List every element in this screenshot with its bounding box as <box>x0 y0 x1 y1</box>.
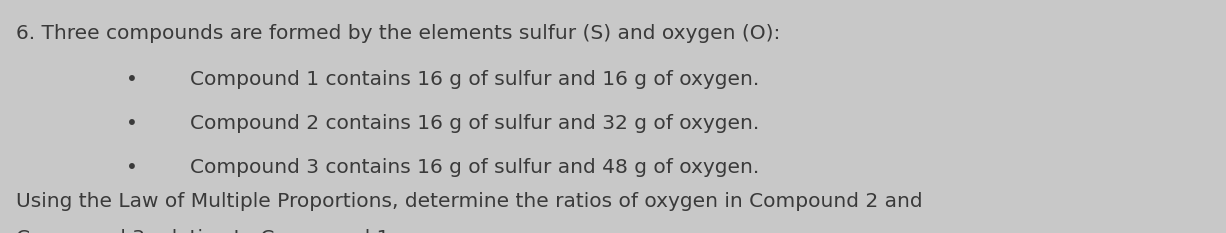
Text: Compound 2 contains 16 g of sulfur and 32 g of oxygen.: Compound 2 contains 16 g of sulfur and 3… <box>190 114 759 133</box>
Text: 6. Three compounds are formed by the elements sulfur (S) and oxygen (O):: 6. Three compounds are formed by the ele… <box>16 24 780 44</box>
Text: Compound 3 relative to Compound 1.: Compound 3 relative to Compound 1. <box>16 229 396 233</box>
Text: •: • <box>126 114 139 133</box>
Text: Using the Law of Multiple Proportions, determine the ratios of oxygen in Compoun: Using the Law of Multiple Proportions, d… <box>16 192 922 211</box>
Text: •: • <box>126 70 139 89</box>
Text: Compound 3 contains 16 g of sulfur and 48 g of oxygen.: Compound 3 contains 16 g of sulfur and 4… <box>190 158 759 178</box>
Text: Compound 1 contains 16 g of sulfur and 16 g of oxygen.: Compound 1 contains 16 g of sulfur and 1… <box>190 70 759 89</box>
Text: •: • <box>126 158 139 178</box>
